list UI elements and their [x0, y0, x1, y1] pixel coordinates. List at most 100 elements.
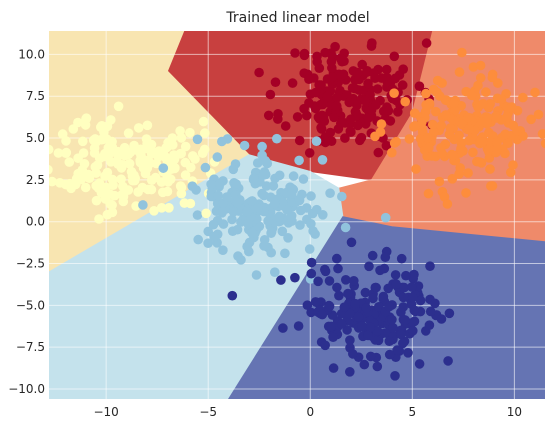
point-class-4: [410, 306, 420, 316]
point-class-0: [327, 136, 337, 146]
point-class-1: [492, 145, 502, 155]
point-class-0: [357, 60, 367, 70]
misclassified-point-3: [201, 209, 211, 219]
point-class-4: [351, 299, 361, 309]
point-class-2: [73, 169, 83, 179]
point-class-2: [175, 126, 185, 136]
point-class-4: [337, 319, 347, 329]
point-class-1: [485, 164, 495, 174]
point-class-0: [422, 38, 432, 48]
point-class-4: [320, 341, 330, 351]
point-class-4: [329, 363, 339, 373]
point-class-1: [501, 130, 511, 140]
point-class-4: [360, 360, 370, 370]
point-class-2: [8, 149, 18, 159]
point-class-3: [257, 142, 267, 152]
point-class-3: [294, 156, 304, 166]
point-class-0: [330, 42, 340, 52]
point-class-0: [415, 81, 425, 91]
point-class-0: [290, 48, 300, 58]
point-class-1: [503, 138, 513, 148]
point-class-0: [271, 77, 281, 87]
point-class-1: [436, 143, 446, 153]
point-class-0: [332, 101, 342, 111]
point-class-4: [387, 315, 397, 325]
point-class-1: [454, 131, 464, 141]
point-class-1: [518, 93, 528, 103]
point-class-4: [388, 323, 398, 333]
point-class-3: [191, 185, 201, 195]
point-class-1: [421, 89, 431, 99]
point-class-4: [354, 312, 364, 322]
point-class-4: [228, 291, 238, 301]
point-class-3: [282, 205, 292, 215]
point-class-4: [426, 307, 436, 317]
point-class-4: [443, 356, 453, 366]
point-class-0: [374, 148, 384, 158]
point-class-2: [44, 145, 54, 155]
point-class-4: [371, 283, 381, 293]
point-class-4: [445, 309, 455, 319]
point-class-4: [400, 315, 410, 325]
point-class-4: [328, 332, 338, 342]
point-class-1: [467, 91, 477, 101]
point-class-1: [391, 137, 401, 147]
point-class-4: [408, 326, 418, 336]
point-class-0: [323, 92, 333, 102]
chart-title: Trained linear model: [225, 10, 369, 26]
point-class-0: [293, 112, 303, 122]
point-class-3: [222, 192, 232, 202]
point-class-2: [185, 128, 195, 138]
point-class-0: [346, 114, 356, 124]
x-tick-label: −5: [199, 405, 217, 419]
point-class-3: [270, 267, 280, 277]
point-class-4: [365, 323, 375, 333]
point-class-4: [332, 254, 342, 264]
point-class-2: [142, 134, 152, 144]
point-class-3: [229, 207, 239, 217]
point-class-3: [341, 223, 351, 233]
point-class-4: [385, 336, 395, 346]
point-class-3: [295, 220, 305, 230]
point-class-0: [386, 116, 396, 126]
point-class-4: [375, 266, 385, 276]
point-class-4: [347, 238, 357, 248]
point-class-4: [385, 350, 395, 360]
point-class-2: [163, 187, 173, 197]
point-class-2: [128, 171, 138, 181]
point-class-3: [244, 247, 254, 257]
point-class-4: [276, 275, 286, 285]
point-class-3: [233, 225, 243, 235]
point-class-0: [355, 136, 365, 146]
point-class-4: [408, 293, 418, 303]
point-class-2: [80, 159, 90, 169]
point-class-2: [94, 214, 104, 224]
point-class-2: [81, 120, 91, 130]
point-class-2: [175, 149, 185, 159]
point-class-0: [254, 68, 264, 78]
point-class-0: [373, 84, 383, 94]
y-tick-label: 5.0: [26, 131, 45, 145]
point-class-2: [181, 170, 191, 180]
point-class-0: [305, 148, 315, 158]
point-class-4: [325, 302, 335, 312]
point-class-3: [201, 163, 211, 173]
point-class-4: [340, 302, 350, 312]
point-class-1: [475, 157, 485, 167]
point-class-0: [311, 88, 321, 98]
point-class-4: [343, 289, 353, 299]
point-class-1: [387, 148, 397, 158]
point-class-0: [264, 111, 274, 121]
point-class-4: [345, 335, 355, 345]
point-class-3: [305, 244, 315, 254]
point-class-1: [457, 48, 467, 58]
point-class-2: [124, 150, 134, 160]
point-class-4: [361, 303, 371, 313]
point-class-3: [266, 248, 276, 258]
y-tick-label: 7.5: [26, 89, 45, 103]
decision-regions: [49, 31, 545, 399]
point-class-3: [289, 171, 299, 181]
point-class-4: [326, 322, 336, 332]
point-class-0: [312, 52, 322, 62]
point-class-1: [446, 123, 456, 133]
